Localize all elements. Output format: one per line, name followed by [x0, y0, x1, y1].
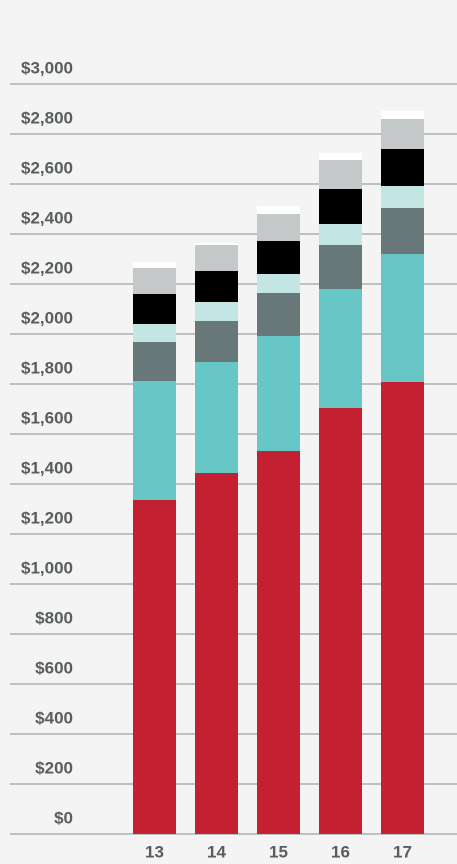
bar-segment — [133, 294, 176, 324]
y-tick-label: $2,200 — [21, 258, 73, 277]
bar-segment — [257, 214, 300, 241]
x-tick-label: 16 — [331, 842, 350, 861]
bar-segment — [195, 243, 238, 245]
y-tick-label: $600 — [35, 658, 73, 677]
bar-segment — [319, 189, 362, 224]
y-tick-label: $1,800 — [21, 358, 73, 377]
bar-segment — [319, 153, 362, 160]
bar-segment — [195, 245, 238, 271]
bar-segment — [195, 362, 238, 473]
bar-segment — [381, 111, 424, 119]
bar-segment — [195, 321, 238, 362]
y-tick-label: $1,200 — [21, 508, 73, 527]
y-tick-label: $2,600 — [21, 158, 73, 177]
bar-segment — [381, 149, 424, 186]
y-tick-label: $1,000 — [21, 558, 73, 577]
x-tick-label: 15 — [269, 842, 288, 861]
bar-segment — [381, 254, 424, 382]
bar-segment — [319, 408, 362, 834]
bar-segment — [257, 293, 300, 336]
bar-segment — [381, 119, 424, 149]
y-tick-label: $2,800 — [21, 108, 73, 127]
x-tick-label: 17 — [393, 842, 412, 861]
bar-segment — [319, 289, 362, 408]
y-tick-label: $2,000 — [21, 308, 73, 327]
bar-segment — [195, 302, 238, 321]
bar-segment — [195, 271, 238, 302]
y-tick-label: $2,400 — [21, 208, 73, 227]
bar-segment — [133, 324, 176, 342]
bar-segment — [381, 186, 424, 208]
bar-segment — [381, 208, 424, 254]
bar-segment — [133, 268, 176, 294]
bar-segment — [381, 382, 424, 834]
y-tick-label: $200 — [35, 758, 73, 777]
y-tick-label: $1,600 — [21, 408, 73, 427]
y-tick-label: $800 — [35, 608, 73, 627]
bar-segment — [133, 381, 176, 500]
bar-segment — [195, 473, 238, 834]
bar-segment — [319, 160, 362, 189]
y-tick-label: $3,000 — [21, 58, 73, 77]
x-tick-label: 14 — [207, 842, 226, 861]
bar-segment — [257, 274, 300, 293]
y-tick-label: $0 — [54, 808, 73, 827]
bar-segment — [257, 206, 300, 214]
x-tick-label: 13 — [145, 842, 164, 861]
bar-segment — [133, 500, 176, 834]
bar-segment — [257, 336, 300, 451]
bar-segment — [133, 342, 176, 381]
bar-segment — [319, 245, 362, 289]
y-tick-label: $400 — [35, 708, 73, 727]
bar-segment — [257, 451, 300, 834]
bar-segment — [257, 241, 300, 274]
bar-segment — [319, 224, 362, 245]
y-tick-label: $1,400 — [21, 458, 73, 477]
bar-segment — [133, 262, 176, 268]
